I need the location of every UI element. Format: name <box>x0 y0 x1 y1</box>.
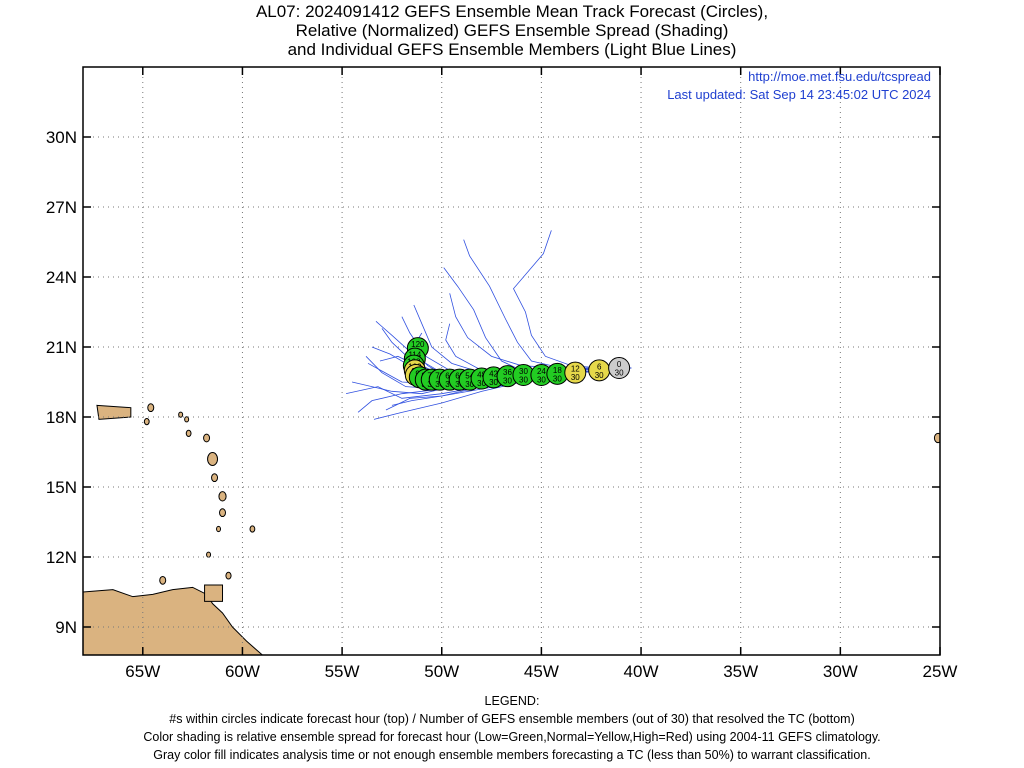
land-island <box>933 432 940 444</box>
land-island <box>178 411 184 418</box>
x-tick-label: 45W <box>524 662 559 681</box>
land-island <box>185 429 192 437</box>
source-url[interactable]: http://moe.met.fsu.edu/tcspread <box>748 69 931 84</box>
track-circle <box>608 357 631 379</box>
y-tick-label: 12N <box>46 548 77 567</box>
y-tick-label: 24N <box>46 268 77 287</box>
y-tick-label: 18N <box>46 408 77 427</box>
forecast-hour-label: 6 <box>597 362 602 371</box>
map-frame <box>82 66 941 656</box>
land-puerto-rico <box>96 404 132 420</box>
member-count-label: 30 <box>489 378 498 387</box>
axis-ticks: 65W 60W 55W 50W 45W 40W 35W 30W 25W 30N 27N 24N 21N 1… <box>46 67 958 681</box>
x-tick-label: 30W <box>823 662 858 681</box>
legend-line-2: Color shading is relative ensemble sprea… <box>143 730 881 744</box>
last-updated: Last updated: Sat Sep 14 23:45:02 UTC 20… <box>667 87 931 102</box>
land-island <box>184 416 190 423</box>
land-island <box>143 418 150 426</box>
y-tick-label: 30N <box>46 128 77 147</box>
land-island <box>218 491 227 502</box>
legend-heading: LEGEND: <box>484 694 540 708</box>
forecast-hour-label: 12 <box>571 365 580 374</box>
track-point: 630 <box>588 359 611 382</box>
chart-title: AL07: 2024091412 GEFS Ensemble Mean Trac… <box>0 2 1024 59</box>
x-tick-label: 35W <box>723 662 758 681</box>
y-tick-label: 27N <box>46 198 77 217</box>
member-count-label: 30 <box>615 369 624 378</box>
member-count-label: 30 <box>553 374 562 383</box>
y-tick-label: 15N <box>46 478 77 497</box>
x-tick-label: 55W <box>325 662 360 681</box>
x-tick-label: 50W <box>424 662 459 681</box>
land-island <box>216 525 222 533</box>
land-island <box>147 403 155 413</box>
forecast-hour-label: 18 <box>553 366 562 375</box>
land-island <box>206 551 212 558</box>
forecast-hour-label: 54 <box>465 372 474 381</box>
land-island <box>211 473 219 483</box>
forecast-hour-label: 42 <box>489 369 498 378</box>
x-tick-label: 65W <box>125 662 160 681</box>
grid-lines <box>83 67 940 655</box>
forecast-hour-label: 0 <box>617 360 622 369</box>
member-count-label: 30 <box>477 379 486 388</box>
member-count-label: 30 <box>537 376 546 385</box>
land-layer <box>83 403 940 655</box>
member-count-label: 30 <box>571 373 580 382</box>
forecast-hour-label: 120 <box>411 340 425 349</box>
x-tick-label: 25W <box>923 662 958 681</box>
legend: LEGEND: #s within circles indicate forec… <box>0 692 1024 764</box>
member-count-label: 30 <box>519 376 528 385</box>
land-island <box>225 571 232 580</box>
land-island <box>203 433 211 443</box>
forecast-hour-label: 30 <box>519 367 528 376</box>
land-island <box>207 452 219 466</box>
forecast-hour-label: 24 <box>537 367 546 376</box>
x-tick-label: 40W <box>624 662 659 681</box>
forecast-hour-label: 36 <box>503 368 512 377</box>
track-circle <box>564 361 587 384</box>
mean-track-circles: 1202711427108271022996309030843078307230… <box>402 337 631 391</box>
title-line-3: and Individual GEFS Ensemble Members (Li… <box>287 40 737 59</box>
land-island <box>159 575 167 585</box>
forecast-hour-label: 48 <box>477 371 486 380</box>
land-trinidad <box>204 584 224 602</box>
member-count-label: 30 <box>503 377 512 386</box>
legend-line-3: Gray color fill indicates analysis time … <box>153 748 871 762</box>
title-line-2: Relative (Normalized) GEFS Ensemble Spre… <box>295 21 729 40</box>
land-island <box>219 508 227 518</box>
member-count-label: 30 <box>595 371 604 380</box>
legend-line-1: #s within circles indicate forecast hour… <box>169 712 855 726</box>
x-tick-label: 60W <box>225 662 260 681</box>
track-point: 030 <box>608 357 631 379</box>
map-background <box>83 67 940 655</box>
y-tick-label: 21N <box>46 338 77 357</box>
title-line-1: AL07: 2024091412 GEFS Ensemble Mean Trac… <box>255 2 769 21</box>
y-tick-label: 9N <box>55 618 77 637</box>
land-island <box>249 525 256 533</box>
member-count-label: 30 <box>465 380 474 389</box>
